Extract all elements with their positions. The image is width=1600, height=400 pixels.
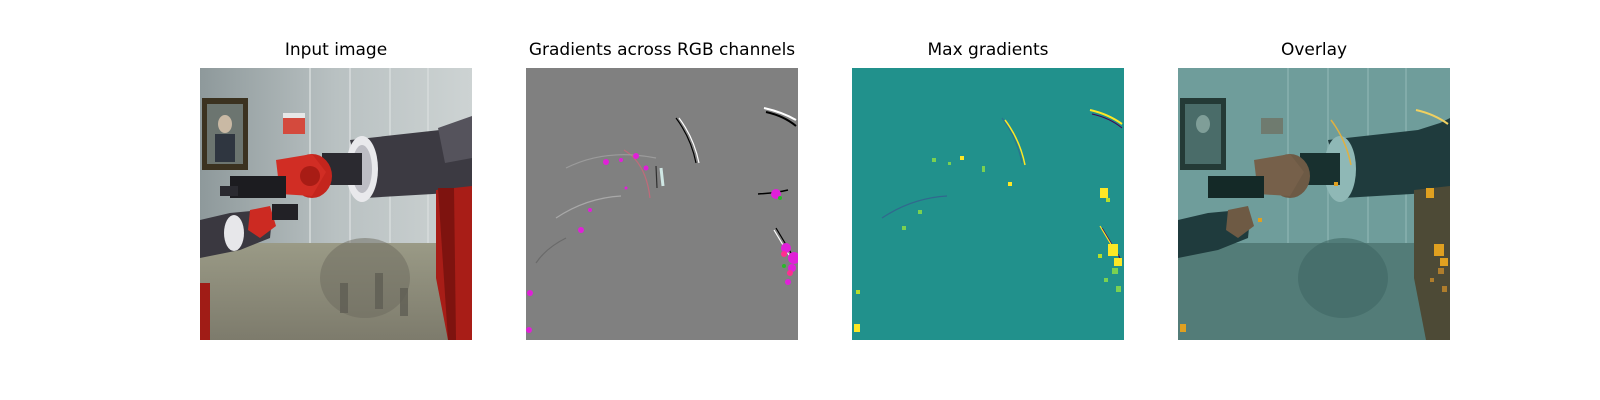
input-image (200, 68, 472, 340)
overlay-svg (1178, 68, 1450, 340)
rgb-gradients-image (526, 68, 798, 340)
input-image-svg (200, 68, 472, 340)
panel-title-rgb-gradients: Gradients across RGB channels (528, 40, 796, 60)
max-gradients-svg (852, 68, 1124, 340)
overlay-image (1178, 68, 1450, 340)
rgb-gradients-svg (526, 68, 798, 340)
panel-input-image: Input image (200, 40, 472, 350)
panel-overlay: Overlay (1178, 40, 1450, 350)
panel-title-overlay: Overlay (1280, 40, 1348, 60)
panel-rgb-gradients: Gradients across RGB channels (526, 40, 798, 350)
max-gradients-image (852, 68, 1124, 340)
panel-title-max-gradients: Max gradients (927, 40, 1049, 60)
panel-title-input-image: Input image (284, 40, 388, 60)
panel-max-gradients: Max gradients (852, 40, 1124, 350)
